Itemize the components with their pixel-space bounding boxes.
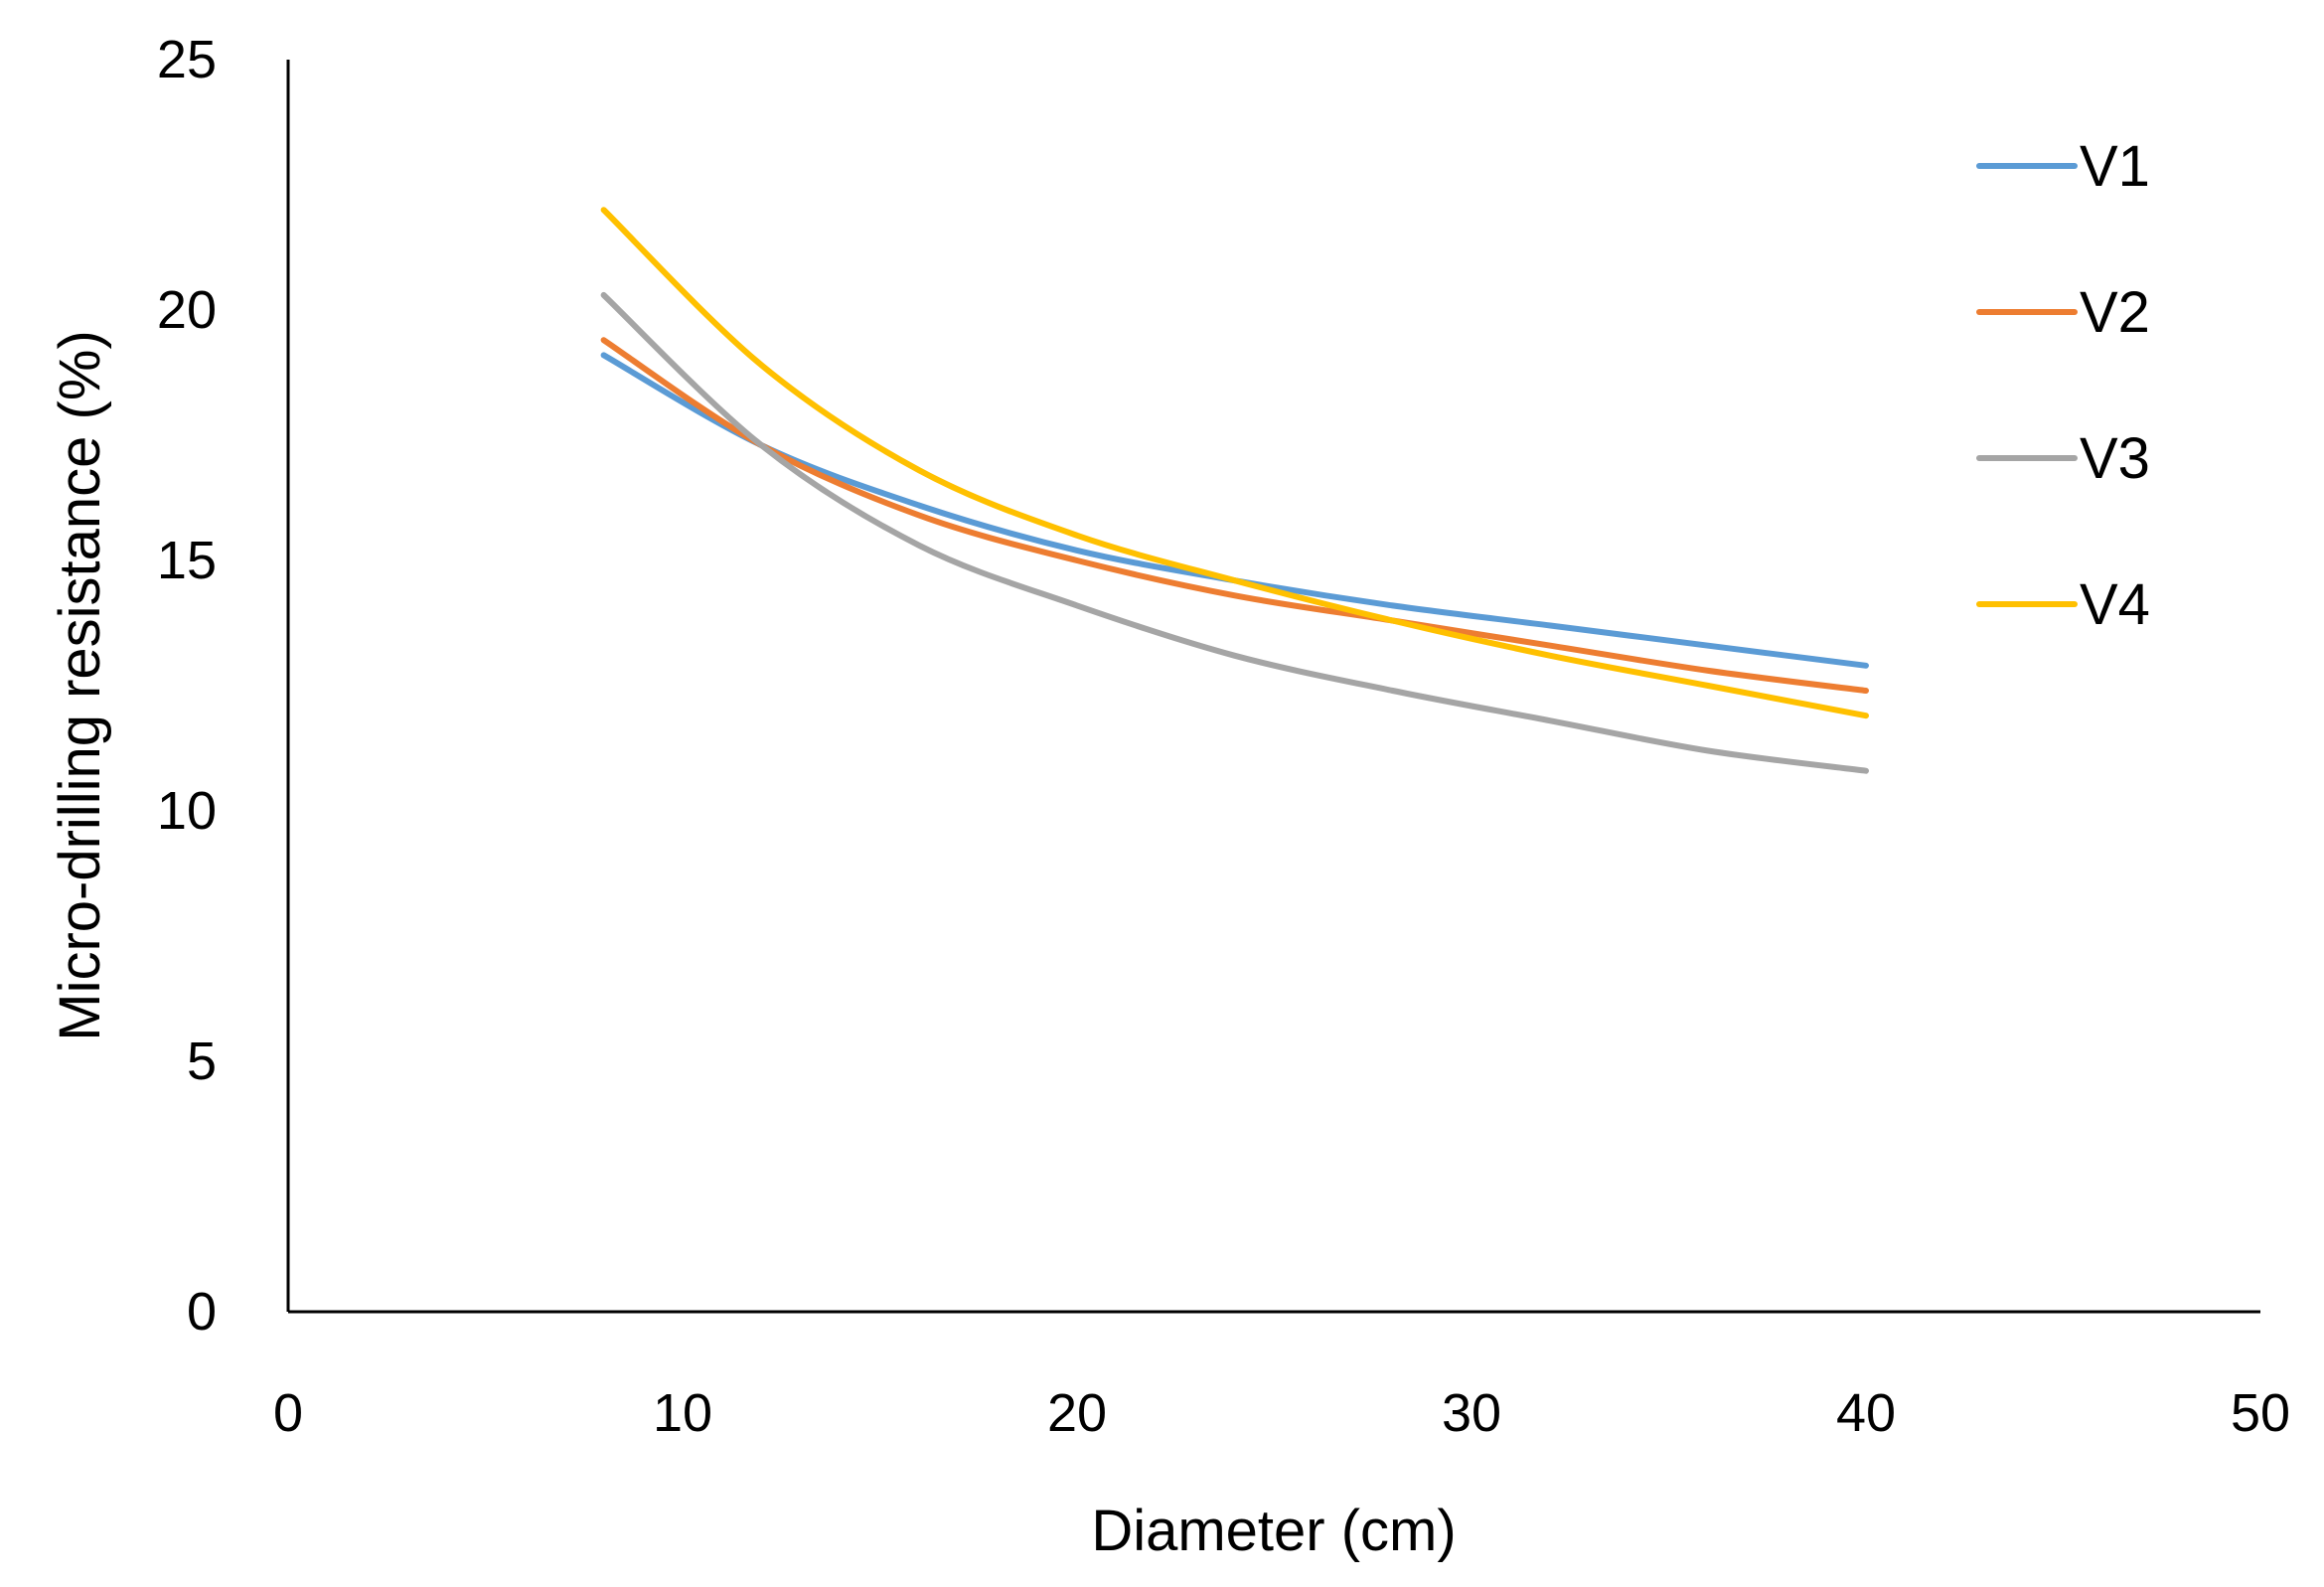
series-line-v2 [600,337,1869,694]
x-tick-label: 0 [273,1383,303,1443]
x-tick-label: 30 [1442,1383,1501,1443]
series-line-v1 [600,352,1869,669]
y-tick-label: 10 [157,781,217,841]
legend-label-v1: V1 [2080,134,2150,199]
y-axis-title: Micro-drilling resistance (%) [48,330,112,1040]
x-tick-label: 50 [2231,1383,2290,1443]
y-tick-label: 5 [187,1032,217,1091]
series-line-v3 [600,291,1869,774]
y-tick-label: 20 [157,280,217,340]
axes [286,60,2260,1314]
y-tick-labels: 0 5 10 15 20 25 [157,30,217,1342]
y-tick-label: 0 [187,1282,217,1342]
y-tick-label: 15 [157,531,217,590]
x-axis-title: Diameter (cm) [1091,1499,1456,1563]
legend-label-v2: V2 [2080,280,2150,345]
legend: V1 V2 V3 V4 [1976,134,2150,637]
y-tick-label: 25 [157,30,217,89]
x-tick-label: 10 [653,1383,712,1443]
x-tick-label: 20 [1047,1383,1107,1443]
series-lines [600,207,1869,774]
x-tick-label: 40 [1836,1383,1896,1443]
series-line-v4 [600,207,1869,719]
legend-label-v4: V4 [2080,572,2150,637]
legend-label-v3: V3 [2080,426,2150,491]
x-tick-labels: 0 10 20 30 40 50 [273,1383,2290,1443]
